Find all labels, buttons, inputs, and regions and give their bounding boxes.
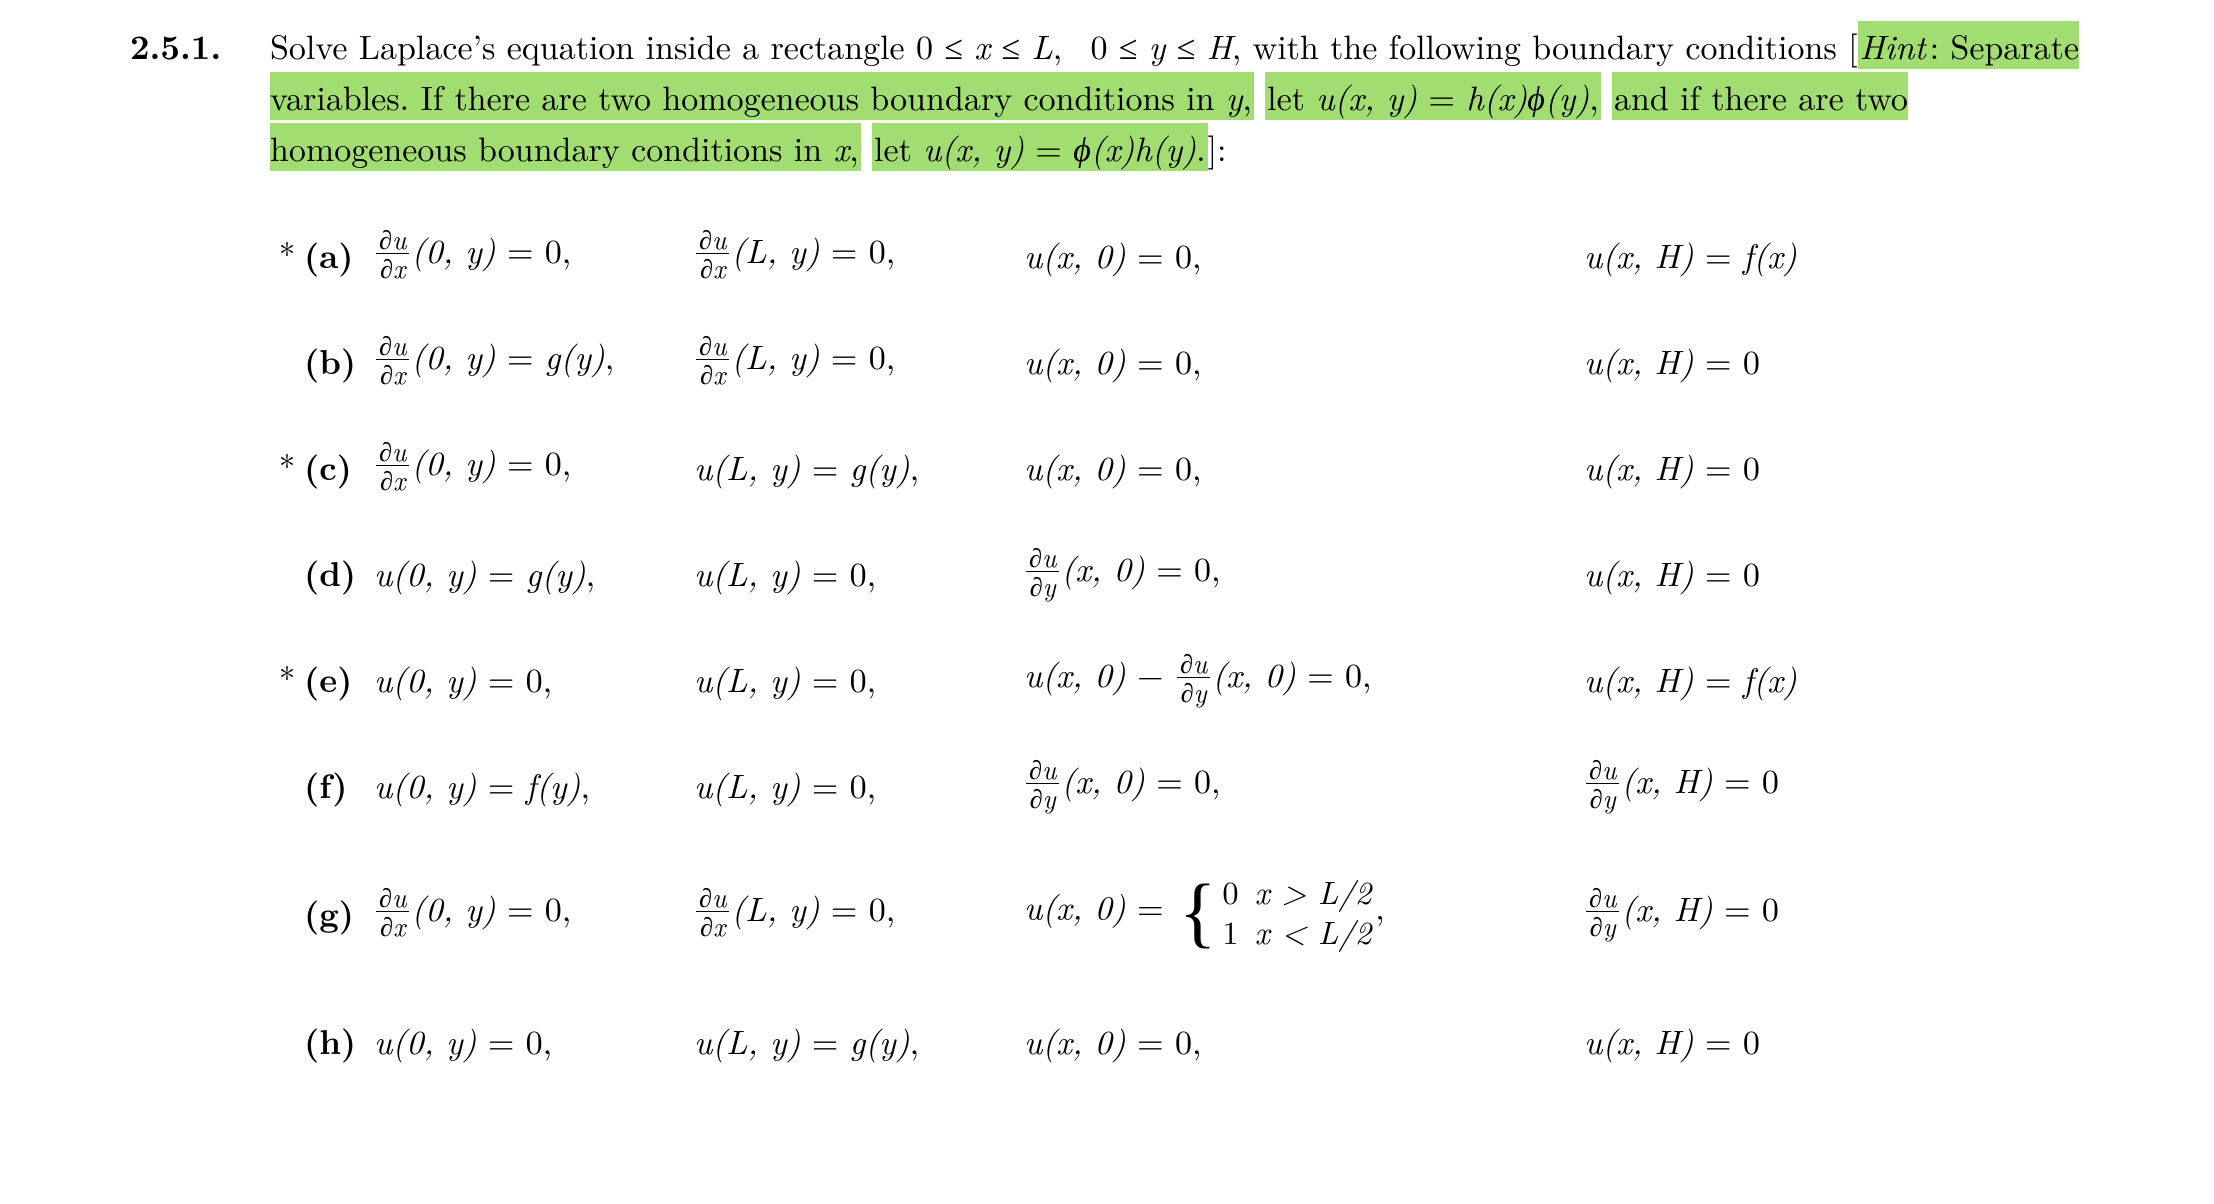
boundary-condition-2: ∂u∂x(L, y) = 0, xyxy=(694,882,1024,942)
part-row: (h) u(0, y) = 0, u(L, y) = g(y), u(x, 0)… xyxy=(270,987,2094,1093)
problem-intro: Solve Laplace’s equation inside a rectan… xyxy=(270,20,2094,173)
boundary-condition-4: u(x, H) = 0 xyxy=(1584,547,2094,598)
part-row: (f) u(0, y) = f(y), u(L, y) = 0, ∂u∂y(x,… xyxy=(270,731,2094,837)
problem-body: Solve Laplace’s equation inside a rectan… xyxy=(270,20,2094,1093)
boundary-condition-2: u(L, y) = g(y), xyxy=(694,1015,1024,1066)
parts-list: * (a) ∂u∂x(0, y) = 0, ∂u∂x(L, y) = 0, u(… xyxy=(270,201,2094,1093)
boundary-condition-2: u(L, y) = 0, xyxy=(694,547,1024,598)
boundary-condition-4: u(x, H) = 0 xyxy=(1584,1015,2094,1066)
part-label: (d) xyxy=(304,547,374,598)
part-row: (d) u(0, y) = g(y), u(L, y) = 0, ∂u∂y(x,… xyxy=(270,519,2094,625)
part-row: (b) ∂u∂x(0, y) = g(y), ∂u∂x(L, y) = 0, u… xyxy=(270,307,2094,413)
part-label: (e) xyxy=(304,653,374,704)
part-row: * (e) u(0, y) = 0, u(L, y) = 0, u(x, 0) … xyxy=(270,625,2094,731)
boundary-condition-2: u(L, y) = g(y), xyxy=(694,441,1024,492)
boundary-condition-4: u(x, H) = f(x) xyxy=(1584,229,2094,280)
part-label: (c) xyxy=(304,441,374,492)
boundary-condition-2: u(L, y) = 0, xyxy=(694,759,1024,810)
boundary-condition-3: u(x, 0) = 0, xyxy=(1024,229,1584,280)
hint-label[interactable]: Hint xyxy=(1858,21,1928,69)
boundary-condition-1: u(0, y) = g(y), xyxy=(374,547,694,598)
boundary-condition-2: u(L, y) = 0, xyxy=(694,653,1024,704)
boundary-condition-4: ∂u∂y(x, H) = 0 xyxy=(1584,754,2094,814)
part-label: (h) xyxy=(304,1015,374,1066)
boundary-condition-1: u(0, y) = f(y), xyxy=(374,759,694,810)
part-row: (g) ∂u∂x(0, y) = 0, ∂u∂x(L, y) = 0, u(x,… xyxy=(270,837,2094,987)
problem: 2.5.1. Solve Laplace’s equation inside a… xyxy=(130,20,2094,1093)
part-label: (b) xyxy=(304,335,374,386)
part-row: * (c) ∂u∂x(0, y) = 0, u(L, y) = g(y), u(… xyxy=(270,413,2094,519)
boundary-condition-4: u(x, H) = 0 xyxy=(1584,335,2094,386)
part-row: * (a) ∂u∂x(0, y) = 0, ∂u∂x(L, y) = 0, u(… xyxy=(270,201,2094,307)
boundary-condition-1: ∂u∂x(0, y) = g(y), xyxy=(374,330,694,390)
star-marker: * xyxy=(270,442,304,490)
part-label: (g) xyxy=(304,887,374,938)
part-label: (a) xyxy=(304,229,374,280)
boundary-condition-3: u(x, 0) = {0x > L/21x < L/2, xyxy=(1024,872,1584,953)
boundary-condition-1: ∂u∂x(0, y) = 0, xyxy=(374,436,694,496)
boundary-condition-3: u(x, 0) = 0, xyxy=(1024,1015,1584,1066)
boundary-condition-4: u(x, H) = 0 xyxy=(1584,441,2094,492)
boundary-condition-1: ∂u∂x(0, y) = 0, xyxy=(374,882,694,942)
boundary-condition-3: u(x, 0) − ∂u∂y(x, 0) = 0, xyxy=(1024,648,1584,708)
hint-eq1[interactable]: let u(x, y) = h(x)ϕ(y), xyxy=(1265,72,1601,120)
star-marker: * xyxy=(270,654,304,702)
boundary-condition-3: ∂u∂y(x, 0) = 0, xyxy=(1024,754,1584,814)
boundary-condition-2: ∂u∂x(L, y) = 0, xyxy=(694,224,1024,284)
boundary-condition-2: ∂u∂x(L, y) = 0, xyxy=(694,330,1024,390)
boundary-condition-3: u(x, 0) = 0, xyxy=(1024,335,1584,386)
hint-eq2[interactable]: let u(x, y) = ϕ(x)h(y). xyxy=(872,123,1208,171)
boundary-condition-3: u(x, 0) = 0, xyxy=(1024,441,1584,492)
boundary-condition-1: u(0, y) = 0, xyxy=(374,1015,694,1066)
boundary-condition-3: ∂u∂y(x, 0) = 0, xyxy=(1024,542,1584,602)
star-marker: * xyxy=(270,230,304,278)
boundary-condition-4: ∂u∂y(x, H) = 0 xyxy=(1584,882,2094,942)
boundary-condition-4: u(x, H) = f(x) xyxy=(1584,653,2094,704)
boundary-condition-1: ∂u∂x(0, y) = 0, xyxy=(374,224,694,284)
problem-number: 2.5.1. xyxy=(130,20,270,71)
part-label: (f) xyxy=(304,759,374,810)
boundary-condition-1: u(0, y) = 0, xyxy=(374,653,694,704)
